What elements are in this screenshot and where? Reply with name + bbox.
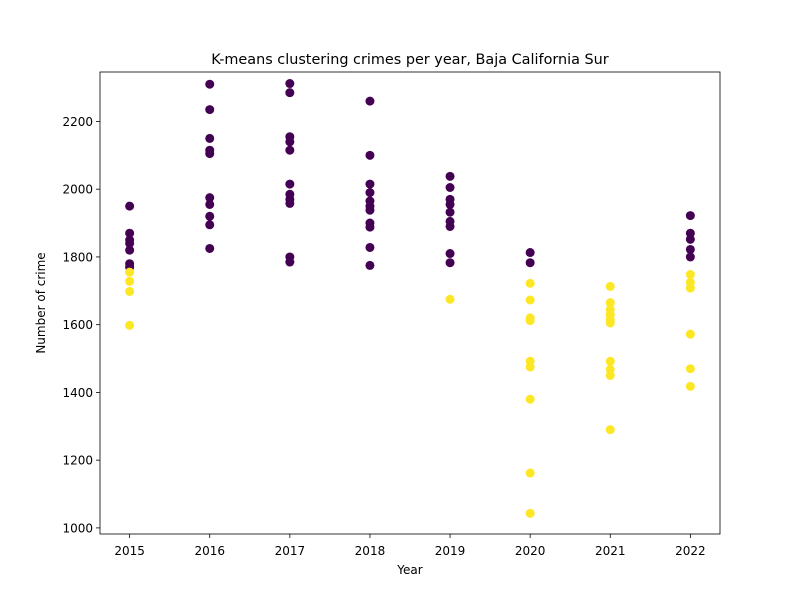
data-point-cluster-1	[285, 179, 295, 189]
data-point-cluster-1	[285, 198, 295, 208]
data-point-cluster-2	[125, 286, 135, 296]
y-axis-ticks: 1000 1200 1400 1600 1800 2000 2200	[62, 115, 100, 535]
data-point-cluster-1	[365, 179, 375, 189]
data-point-cluster-1	[205, 79, 215, 89]
x-tick-label: 2016	[194, 544, 225, 558]
data-point-cluster-2	[605, 281, 615, 291]
data-point-cluster-2	[685, 283, 695, 293]
data-point-cluster-2	[125, 267, 135, 277]
data-point-cluster-1	[285, 79, 295, 89]
data-point-cluster-1	[125, 228, 135, 238]
data-point-cluster-2	[685, 364, 695, 374]
y-tick-label: 1400	[62, 386, 93, 400]
data-point-cluster-1	[445, 199, 455, 209]
data-point-cluster-1	[205, 199, 215, 209]
data-point-cluster-2	[445, 294, 455, 304]
data-point-cluster-1	[125, 201, 135, 211]
data-point-cluster-2	[685, 329, 695, 339]
data-point-cluster-1	[365, 222, 375, 232]
data-point-cluster-2	[525, 468, 535, 478]
data-point-cluster-1	[445, 207, 455, 217]
x-tick-label: 2018	[355, 544, 386, 558]
data-point-cluster-1	[125, 245, 135, 255]
data-point-cluster-1	[445, 249, 455, 259]
data-point-cluster-1	[445, 171, 455, 181]
data-point-cluster-1	[445, 221, 455, 231]
data-point-cluster-2	[605, 298, 615, 308]
data-point-cluster-1	[685, 252, 695, 262]
data-point-cluster-1	[285, 137, 295, 147]
x-tick-label: 2021	[595, 544, 626, 558]
data-point-cluster-2	[525, 316, 535, 326]
plot-frame	[99, 71, 721, 535]
y-tick-label: 1000	[62, 521, 93, 535]
data-point-cluster-1	[205, 133, 215, 143]
data-point-cluster-1	[205, 193, 215, 203]
data-point-cluster-1	[525, 248, 535, 258]
data-point-cluster-2	[525, 362, 535, 372]
chart-title: K-means clustering crimes per year, Baja…	[211, 52, 609, 68]
data-point-cluster-1	[685, 234, 695, 244]
data-point-cluster-1	[445, 258, 455, 268]
y-tick-label: 1200	[62, 454, 93, 468]
data-point-cluster-1	[685, 244, 695, 254]
plot-area	[100, 72, 720, 534]
y-tick-label: 1800	[62, 250, 93, 264]
y-tick-label: 2000	[62, 183, 93, 197]
x-axis-ticks: 2015 2016 2017 2018 2019 2020 2021 2022	[114, 534, 706, 558]
data-point-cluster-1	[365, 205, 375, 215]
data-point-cluster-2	[685, 381, 695, 391]
data-point-cluster-1	[285, 88, 295, 98]
data-point-cluster-2	[605, 356, 615, 366]
data-point-cluster-2	[525, 278, 535, 288]
data-point-cluster-2	[125, 320, 135, 330]
data-point-cluster-1	[205, 220, 215, 230]
data-point-cluster-2	[605, 425, 615, 435]
data-point-cluster-2	[605, 318, 615, 328]
data-point-cluster-1	[205, 149, 215, 159]
data-point-cluster-2	[125, 276, 135, 286]
x-tick-label: 2020	[515, 544, 546, 558]
x-tick-label: 2015	[114, 544, 145, 558]
x-tick-label: 2017	[275, 544, 306, 558]
data-point-cluster-1	[365, 260, 375, 270]
y-tick-label: 1600	[62, 318, 93, 332]
data-point-cluster-1	[205, 211, 215, 221]
data-point-cluster-2	[605, 370, 615, 380]
data-point-cluster-1	[525, 258, 535, 268]
data-point-cluster-1	[285, 257, 295, 267]
data-point-cluster-1	[365, 188, 375, 198]
y-tick-label: 2200	[62, 115, 93, 129]
data-point-cluster-1	[205, 105, 215, 115]
data-point-cluster-1	[445, 183, 455, 192]
data-point-cluster-1	[365, 242, 375, 252]
data-point-cluster-2	[525, 394, 535, 404]
data-point-cluster-2	[525, 508, 535, 518]
data-points	[125, 79, 695, 518]
x-tick-label: 2022	[675, 544, 706, 558]
data-point-cluster-2	[685, 270, 695, 280]
data-point-cluster-1	[205, 243, 215, 253]
data-point-cluster-1	[685, 211, 695, 221]
y-axis-label: Number of crime	[34, 252, 48, 353]
data-point-cluster-1	[125, 238, 135, 248]
x-tick-label: 2019	[435, 544, 466, 558]
data-point-cluster-2	[525, 295, 535, 305]
data-point-cluster-1	[365, 150, 375, 160]
data-point-cluster-1	[285, 145, 295, 155]
data-point-cluster-1	[365, 96, 375, 106]
x-axis-label: Year	[396, 563, 422, 577]
